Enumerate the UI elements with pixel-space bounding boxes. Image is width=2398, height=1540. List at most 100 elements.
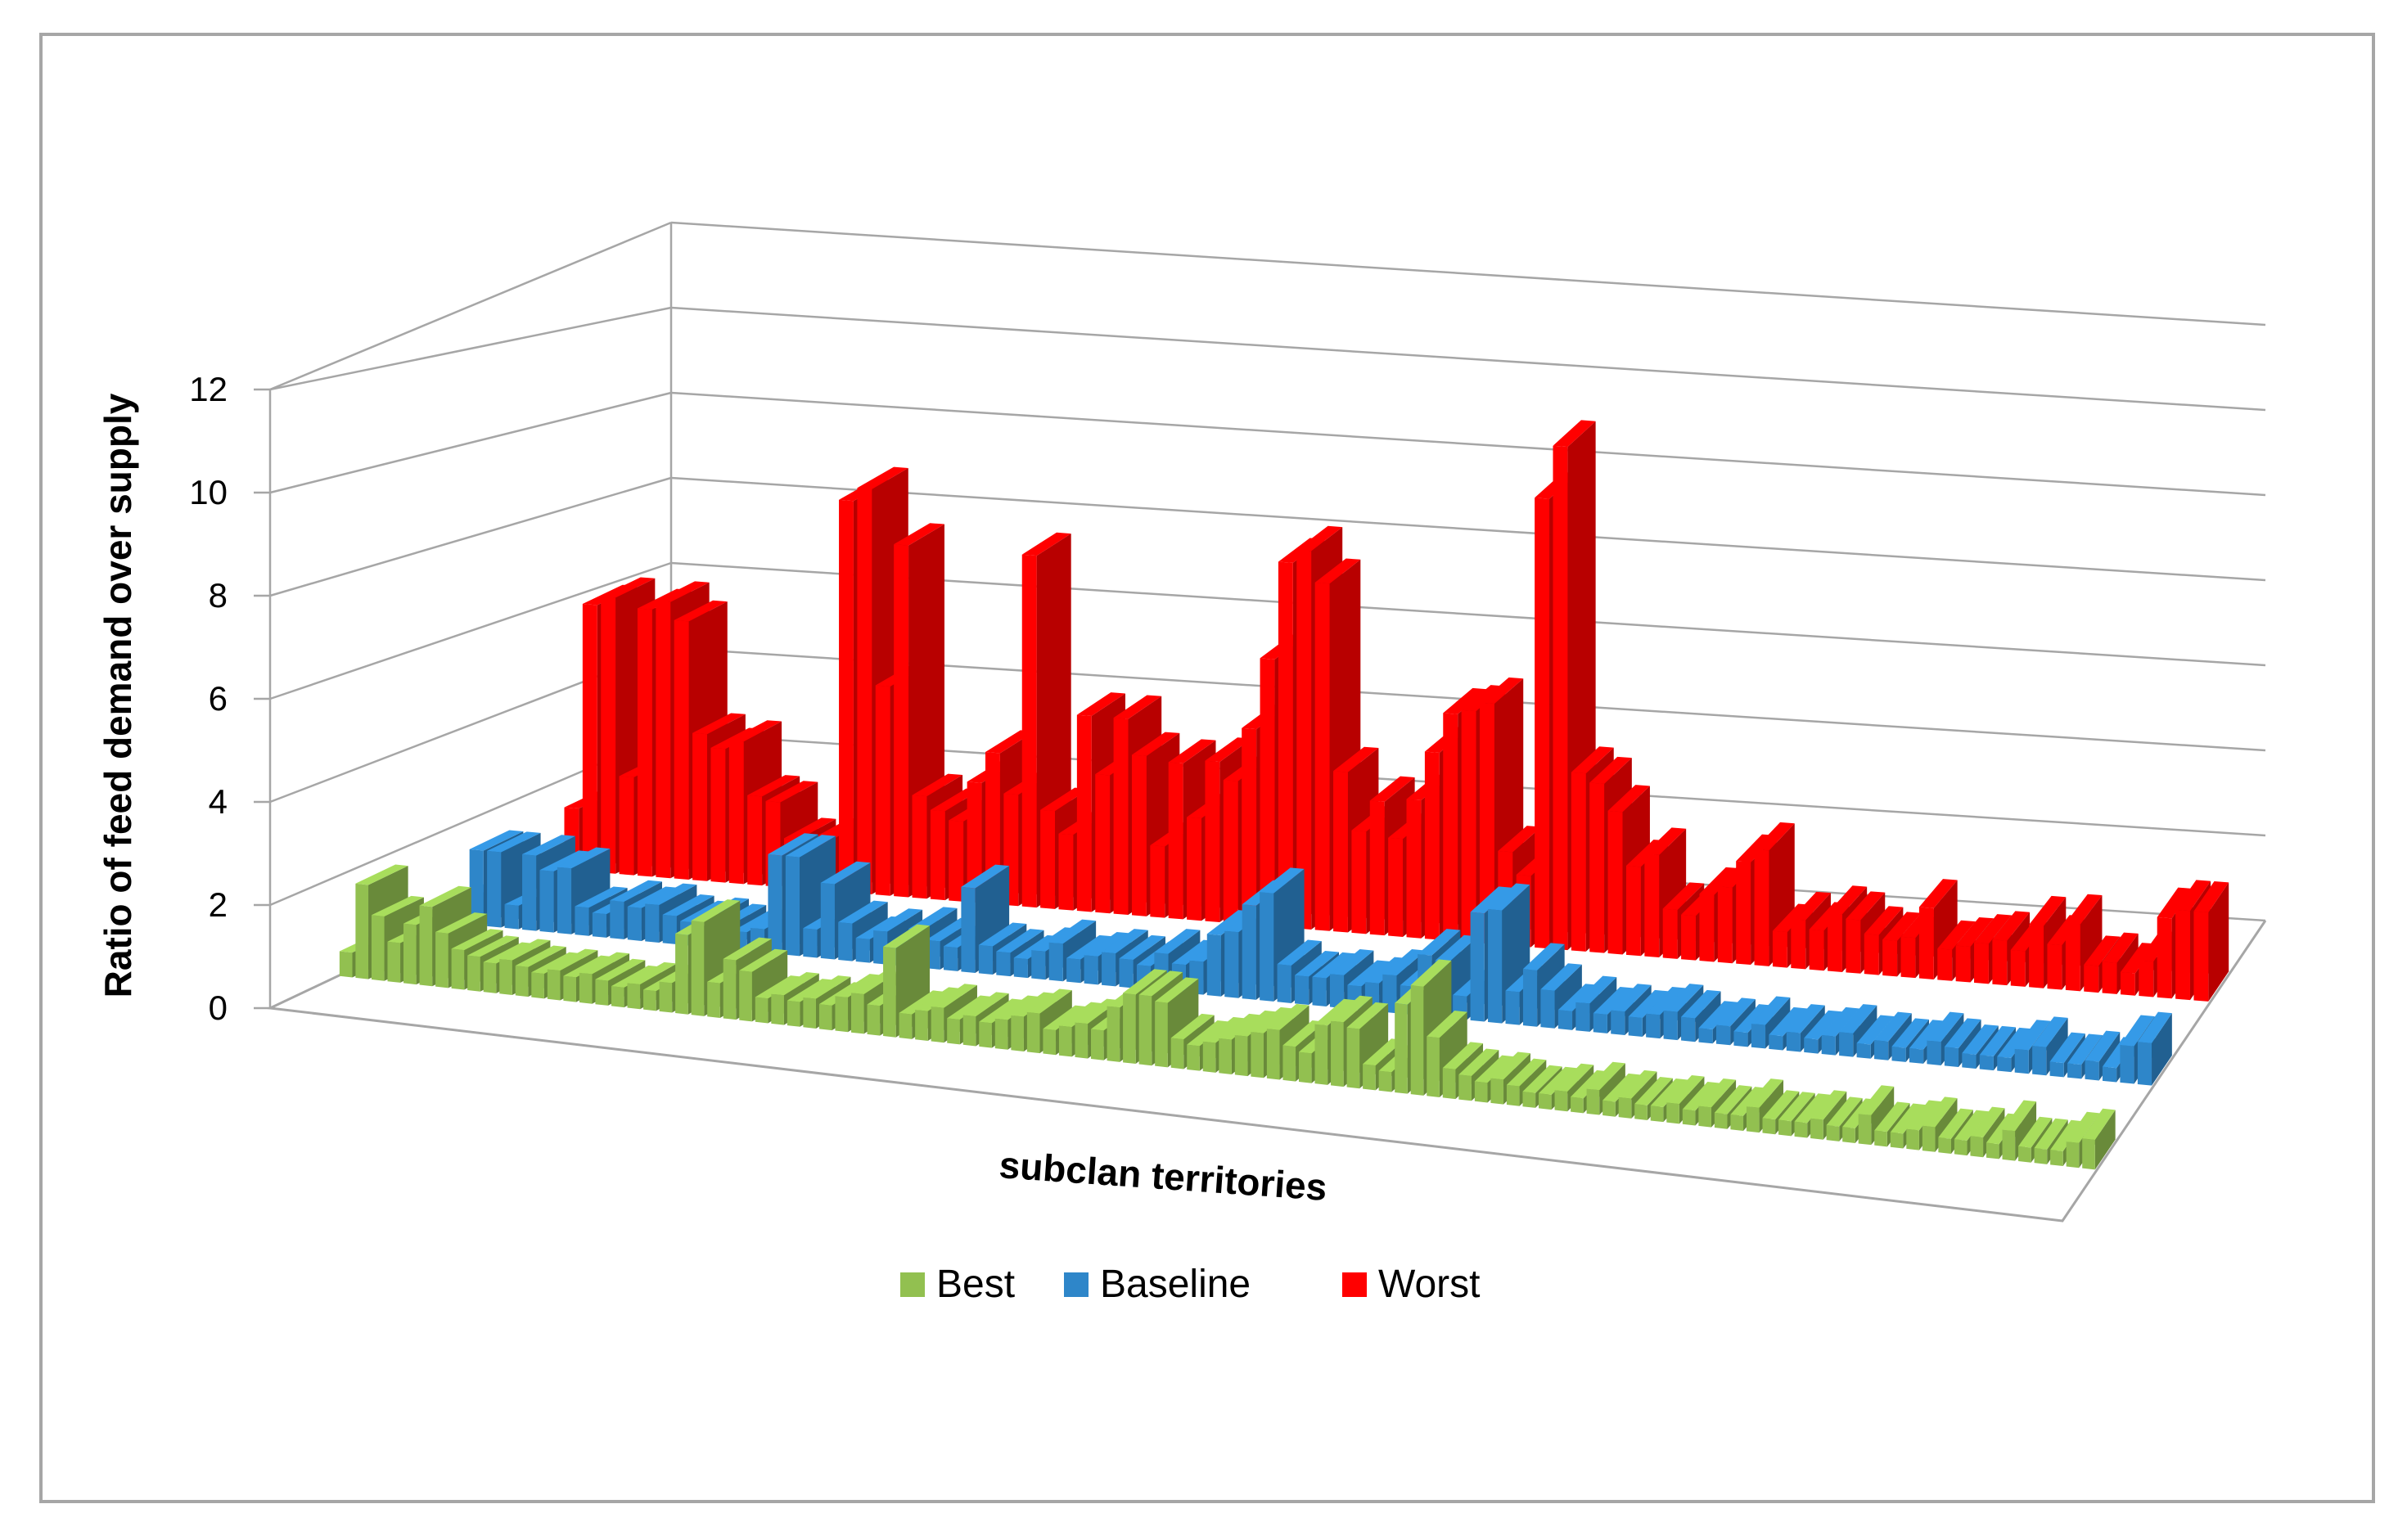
baseline-bar bbox=[1540, 989, 1555, 1029]
baseline-bar bbox=[1242, 904, 1256, 1000]
worst-bar-top bbox=[656, 581, 710, 602]
best-bar bbox=[1890, 1132, 1904, 1149]
worst-bar bbox=[2010, 949, 2026, 987]
baseline-bar bbox=[2032, 1046, 2047, 1076]
best-bar bbox=[1970, 1136, 1984, 1158]
worst-bar-top bbox=[857, 466, 908, 489]
best-bar bbox=[1858, 1114, 1872, 1146]
best-bar bbox=[1810, 1118, 1823, 1140]
baseline-bar bbox=[645, 903, 660, 943]
worst-bar bbox=[839, 499, 854, 894]
baseline-bar bbox=[1224, 930, 1239, 998]
best-bar-top bbox=[1458, 1048, 1499, 1077]
baseline-bar bbox=[838, 921, 853, 961]
worst-bar bbox=[1424, 751, 1440, 940]
baseline-bar-top bbox=[785, 835, 836, 858]
worst-bar bbox=[601, 596, 616, 874]
worst-bar bbox=[582, 604, 597, 873]
best-bar bbox=[994, 1018, 1008, 1050]
legend-swatch-best bbox=[900, 1272, 925, 1297]
worst-bar bbox=[1992, 939, 2008, 986]
best-bar-top bbox=[2034, 1118, 2068, 1150]
best-bar-top bbox=[1938, 1108, 1973, 1139]
best-bar bbox=[1538, 1093, 1552, 1110]
best-bar bbox=[1906, 1128, 1919, 1150]
baseline-bar-top bbox=[1909, 1020, 1947, 1050]
best-bar-top bbox=[2082, 1108, 2116, 1141]
baseline-bar-top bbox=[1470, 886, 1513, 914]
worst-bar bbox=[875, 685, 890, 896]
best-bar bbox=[771, 993, 784, 1025]
best-bar-top bbox=[595, 958, 646, 981]
worst-bar-top bbox=[1937, 920, 1976, 950]
worst-bar bbox=[1900, 936, 1916, 979]
baseline-bar-top bbox=[1154, 929, 1201, 954]
best-bar bbox=[1698, 1105, 1711, 1128]
worst-bar bbox=[1443, 713, 1458, 942]
baseline-bar-top bbox=[1751, 996, 1791, 1025]
worst-bar-top bbox=[674, 600, 728, 622]
worst-bar-top bbox=[2065, 894, 2103, 925]
worst-bar bbox=[1131, 754, 1147, 916]
baseline-bar bbox=[1927, 1040, 1941, 1065]
baseline-bar bbox=[2120, 1044, 2134, 1084]
baseline-bar-top bbox=[1382, 949, 1427, 976]
left-wall-gridline bbox=[269, 391, 672, 494]
baseline-bar bbox=[1295, 975, 1309, 1006]
worst-bar bbox=[1754, 849, 1769, 966]
worst-bar-top bbox=[1644, 827, 1687, 855]
best-bar bbox=[1682, 1109, 1696, 1126]
baseline-bar-top bbox=[1927, 1011, 1964, 1042]
best-bar-top bbox=[787, 979, 836, 1002]
worst-bar bbox=[2175, 909, 2190, 1001]
worst-bar bbox=[1955, 945, 1971, 983]
best-bar bbox=[1586, 1088, 1600, 1115]
worst-bar bbox=[1461, 709, 1476, 943]
best-bar bbox=[755, 997, 769, 1024]
worst-bar bbox=[1369, 800, 1385, 936]
left-wall-top-edge bbox=[269, 221, 672, 391]
best-bar bbox=[2066, 1141, 2080, 1169]
best-bar bbox=[1474, 1081, 1488, 1103]
baseline-bar bbox=[1628, 1016, 1643, 1038]
worst-bar bbox=[1846, 919, 1861, 974]
baseline-bar bbox=[2067, 1063, 2082, 1079]
best-bar bbox=[1043, 1029, 1057, 1056]
back-wall-top-edge bbox=[670, 221, 2266, 326]
best-bar bbox=[1363, 1064, 1376, 1091]
worst-bar-top bbox=[1168, 739, 1216, 763]
best-bar bbox=[1954, 1139, 1968, 1156]
best-bar bbox=[691, 921, 705, 1016]
baseline-bar bbox=[1733, 1031, 1748, 1047]
best-bar-top bbox=[1970, 1106, 2005, 1138]
baseline-bar bbox=[803, 928, 818, 958]
best-bar-top bbox=[515, 945, 566, 967]
worst-bar-top bbox=[1205, 737, 1252, 763]
baseline-bar-top bbox=[1295, 950, 1340, 977]
worst-bar-top bbox=[1296, 525, 1343, 552]
best-bar bbox=[1730, 1114, 1744, 1131]
baseline-bar bbox=[1979, 1055, 1994, 1071]
baseline-bar-top bbox=[908, 907, 958, 930]
worst-bar bbox=[1717, 886, 1733, 964]
worst-bar bbox=[1314, 582, 1330, 931]
best-bar bbox=[962, 1015, 976, 1047]
worst-bar bbox=[2157, 916, 2172, 999]
worst-bar bbox=[1681, 914, 1696, 961]
best-bar bbox=[1266, 1029, 1280, 1080]
best-bar bbox=[1346, 1027, 1360, 1089]
worst-bar bbox=[1095, 774, 1111, 914]
best-bar bbox=[355, 883, 369, 979]
best-bar bbox=[1378, 1070, 1392, 1092]
baseline-bar-top bbox=[1962, 1024, 1999, 1055]
best-bar-top bbox=[962, 992, 1009, 1017]
best-bar-top bbox=[1187, 1020, 1230, 1047]
worst-bar-top bbox=[765, 781, 818, 803]
best-bar-top bbox=[2018, 1116, 2053, 1148]
best-bar bbox=[595, 979, 609, 1006]
baseline-bar-top bbox=[1329, 949, 1374, 975]
worst-bar-top bbox=[1662, 882, 1705, 910]
baseline-bar-top bbox=[1944, 1018, 1981, 1049]
worst-bar bbox=[1205, 760, 1220, 923]
best-bar-top bbox=[803, 975, 851, 999]
